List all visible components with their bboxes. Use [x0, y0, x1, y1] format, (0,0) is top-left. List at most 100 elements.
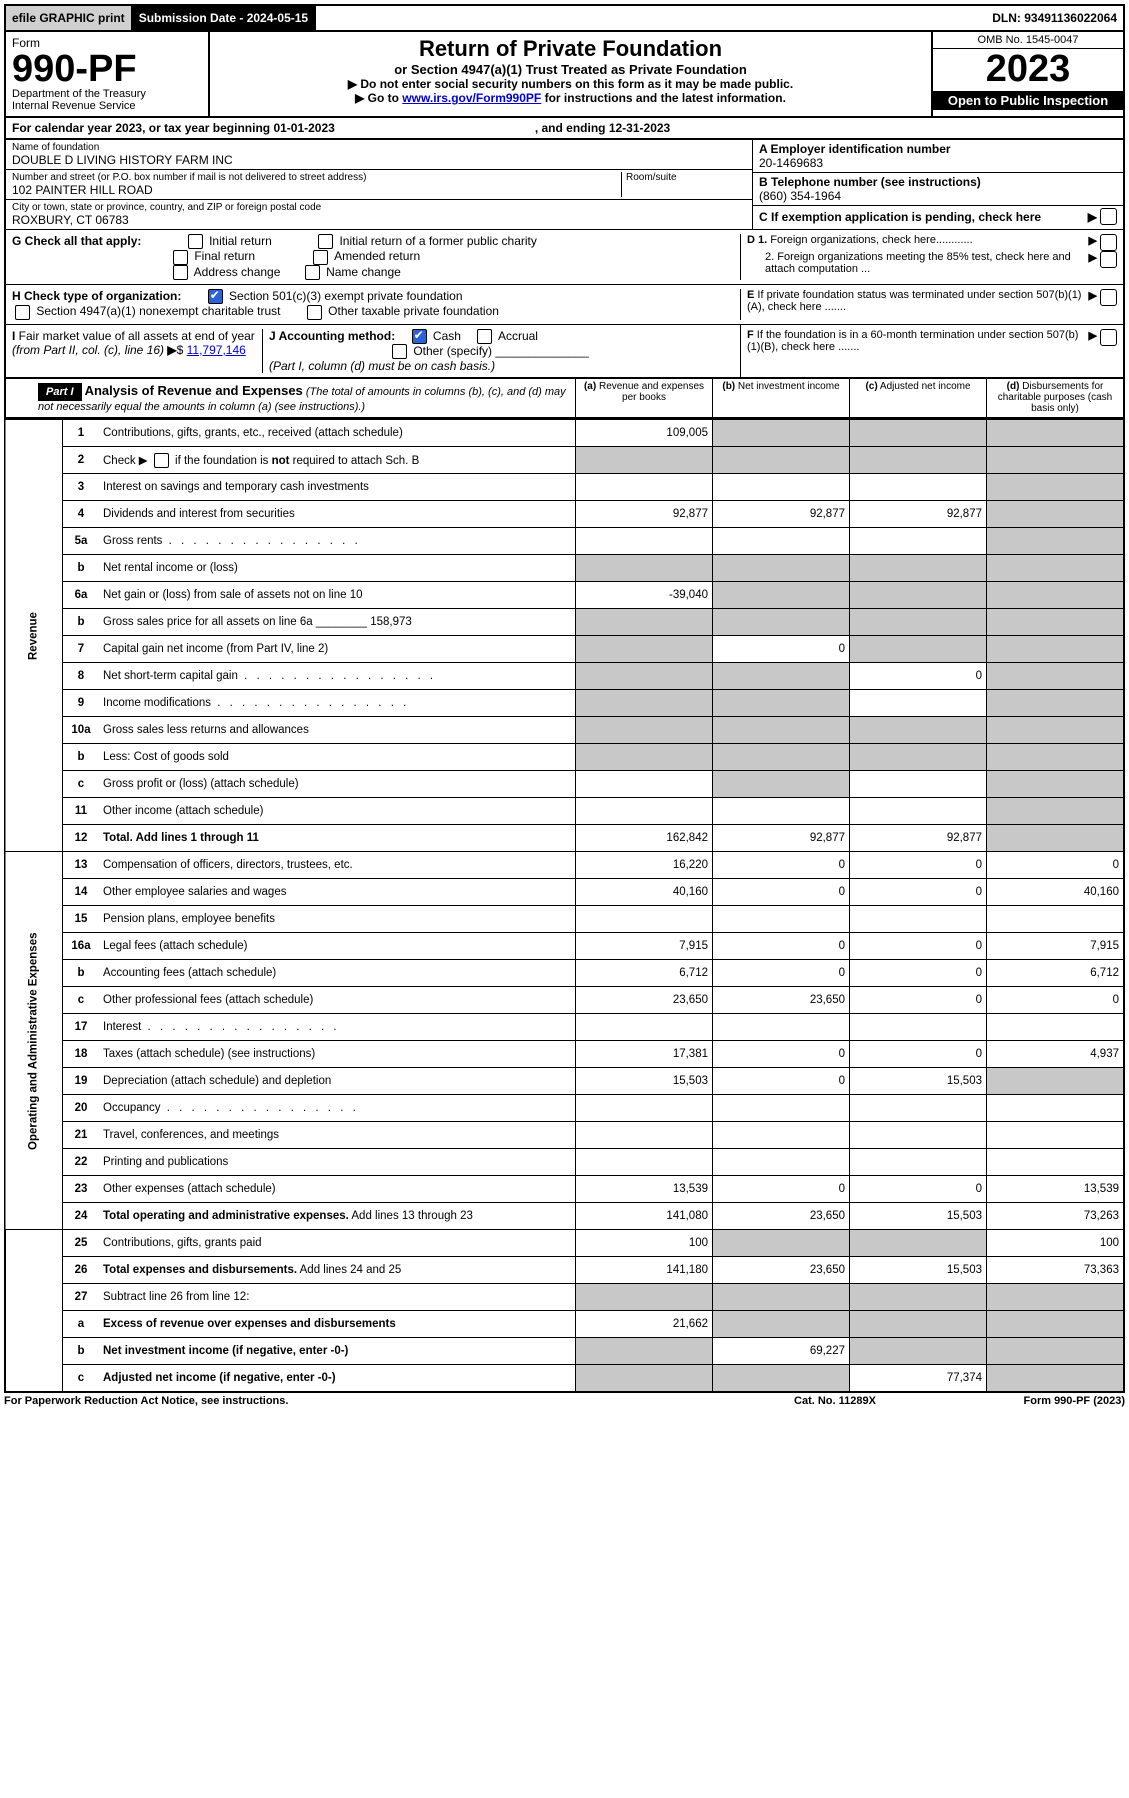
line-13-no: 13 [63, 852, 100, 879]
line-27a-a: 21,662 [576, 1311, 713, 1338]
c-label: C If exemption application is pending, c… [759, 210, 1088, 224]
line-10a-no: 10a [63, 717, 100, 744]
final-return-checkbox[interactable] [173, 250, 188, 265]
initial-return-checkbox[interactable] [188, 234, 203, 249]
line-16c-a: 23,650 [576, 987, 713, 1014]
line-19-b: 0 [713, 1068, 850, 1095]
dln: DLN: 93491136022064 [986, 6, 1123, 30]
j-label: J Accounting method: [269, 329, 395, 343]
line-16b-no: b [63, 960, 100, 987]
j-note: (Part I, column (d) must be on cash basi… [269, 359, 495, 373]
d1-checkbox[interactable] [1100, 234, 1117, 251]
line-16a-d: 7,915 [987, 933, 1125, 960]
other-method-checkbox[interactable] [392, 344, 407, 359]
name-change-checkbox[interactable] [305, 265, 320, 280]
line-1-a: 109,005 [576, 420, 713, 447]
line-14-d: 40,160 [987, 879, 1125, 906]
irs-link[interactable]: www.irs.gov/Form990PF [402, 91, 541, 105]
g-check-row: G Check all that apply: Initial return I… [4, 230, 1125, 285]
cash-checkbox[interactable] [412, 329, 427, 344]
line-18-d: 4,937 [987, 1041, 1125, 1068]
line-13-c: 0 [850, 852, 987, 879]
line-24-desc: Total operating and administrative expen… [99, 1203, 576, 1230]
line-16a-c: 0 [850, 933, 987, 960]
top-bar: efile GRAPHIC print Submission Date - 20… [4, 4, 1125, 32]
line-16c-c: 0 [850, 987, 987, 1014]
line-19-c: 15,503 [850, 1068, 987, 1095]
foundation-name: DOUBLE D LIVING HISTORY FARM INC [12, 153, 746, 167]
entity-meta: Name of foundation DOUBLE D LIVING HISTO… [4, 140, 1125, 230]
line-11-desc: Other income (attach schedule) [99, 798, 576, 825]
line-20-desc: Occupancy [99, 1095, 576, 1122]
line-4-b: 92,877 [713, 501, 850, 528]
line-16a-no: 16a [63, 933, 100, 960]
line-19-a: 15,503 [576, 1068, 713, 1095]
g-label: G Check all that apply: [12, 234, 141, 248]
f-checkbox[interactable] [1100, 329, 1117, 346]
arrow-icon: ▶ [1089, 251, 1097, 275]
line-27b-desc: Net investment income (if negative, ente… [99, 1338, 576, 1365]
line-6b-val: 158,973 [370, 616, 412, 628]
line-21-desc: Travel, conferences, and meetings [99, 1122, 576, 1149]
amended-checkbox[interactable] [313, 250, 328, 265]
line-16b-d: 6,712 [987, 960, 1125, 987]
line-20-no: 20 [63, 1095, 100, 1122]
schb-checkbox[interactable] [154, 453, 169, 468]
efile-print-button[interactable]: efile GRAPHIC print [6, 6, 133, 30]
line-16a-desc: Legal fees (attach schedule) [99, 933, 576, 960]
other-taxable-checkbox[interactable] [307, 305, 322, 320]
initial-former-checkbox[interactable] [318, 234, 333, 249]
line-27-desc: Subtract line 26 from line 12: [99, 1284, 576, 1311]
form-title: Return of Private Foundation [216, 36, 925, 62]
line-16c-desc: Other professional fees (attach schedule… [99, 987, 576, 1014]
line-4-desc: Dividends and interest from securities [99, 501, 576, 528]
line-15-desc: Pension plans, employee benefits [99, 906, 576, 933]
line-9-no: 9 [63, 690, 100, 717]
line-16c-b: 23,650 [713, 987, 850, 1014]
address-change-checkbox[interactable] [173, 265, 188, 280]
part1-badge: Part I [38, 383, 82, 401]
line-14-a: 40,160 [576, 879, 713, 906]
line-6a-no: 6a [63, 582, 100, 609]
d1-text: Foreign organizations, check here.......… [770, 234, 972, 246]
line-23-desc: Other expenses (attach schedule) [99, 1176, 576, 1203]
line-10c-no: c [63, 771, 100, 798]
line-18-a: 17,381 [576, 1041, 713, 1068]
form-ref: Form 990-PF (2023) [945, 1395, 1125, 1407]
line-10c-desc: Gross profit or (loss) (attach schedule) [99, 771, 576, 798]
city-label: City or town, state or province, country… [12, 202, 746, 213]
line-25-a: 100 [576, 1230, 713, 1257]
line-1-desc: Contributions, gifts, grants, etc., rece… [99, 420, 576, 447]
line-7-b: 0 [713, 636, 850, 663]
line-18-c: 0 [850, 1041, 987, 1068]
col-a-header: (a) Revenue and expenses per books [575, 379, 712, 417]
opt-initial-former: Initial return of a former public charit… [339, 234, 536, 248]
line-27b-b: 69,227 [713, 1338, 850, 1365]
goto-suffix: for instructions and the latest informat… [541, 91, 786, 105]
d2-checkbox[interactable] [1100, 251, 1117, 268]
opt-4947: Section 4947(a)(1) nonexempt charitable … [36, 304, 280, 318]
c-checkbox[interactable] [1100, 208, 1117, 225]
col-c-header: (c) Adjusted net income [849, 379, 986, 417]
line-12-no: 12 [63, 825, 100, 852]
street-address: 102 PAINTER HILL ROAD [12, 183, 621, 197]
line-16c-no: c [63, 987, 100, 1014]
line-23-b: 0 [713, 1176, 850, 1203]
line-10a-desc: Gross sales less returns and allowances [99, 717, 576, 744]
submission-date: Submission Date - 2024-05-15 [133, 6, 316, 30]
opt-final: Final return [194, 249, 255, 263]
line-26-a: 141,180 [576, 1257, 713, 1284]
line-5b-no: b [63, 555, 100, 582]
4947-checkbox[interactable] [15, 305, 30, 320]
accrual-checkbox[interactable] [477, 329, 492, 344]
e-checkbox[interactable] [1100, 289, 1117, 306]
line-12-b: 92,877 [713, 825, 850, 852]
fmv-link[interactable]: 11,797,146 [187, 343, 246, 357]
line-14-c: 0 [850, 879, 987, 906]
line-16a-b: 0 [713, 933, 850, 960]
form-subtitle: or Section 4947(a)(1) Trust Treated as P… [216, 62, 925, 77]
tel-label: B Telephone number (see instructions) [759, 175, 1117, 189]
ein-label: A Employer identification number [759, 142, 1117, 156]
line-8-desc: Net short-term capital gain [99, 663, 576, 690]
501c3-checkbox[interactable] [208, 289, 223, 304]
